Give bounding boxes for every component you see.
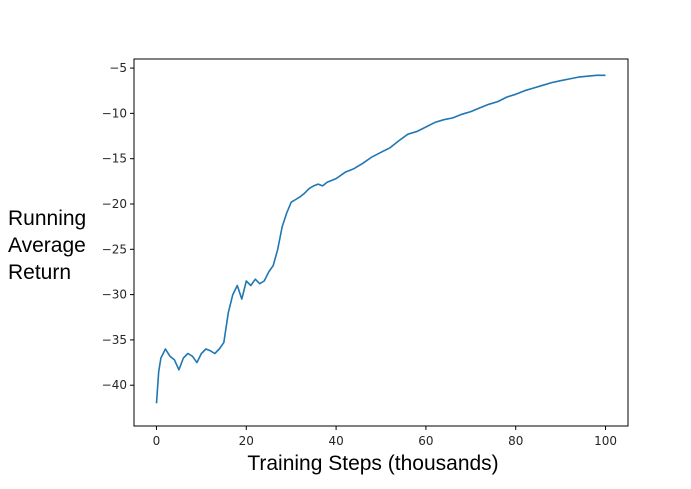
x-axis-title: Training Steps (thousands)	[247, 452, 498, 475]
y-axis-title-line-3: Return	[8, 261, 71, 284]
y-tick-label: −25	[102, 242, 127, 256]
y-tick-label: −40	[102, 378, 127, 392]
x-axis: 0 20 40 60 80 100	[153, 426, 617, 448]
x-tick-label: 0	[153, 434, 161, 448]
y-tick-label: −5	[109, 61, 127, 75]
y-axis-title-line-1: Running	[8, 207, 86, 230]
x-tick-label: 40	[328, 434, 343, 448]
x-tick-label: 100	[594, 434, 617, 448]
series-line	[155, 74, 606, 404]
x-tick-label: 60	[418, 434, 433, 448]
x-tick-label: 80	[508, 434, 523, 448]
y-axis-title-line-2: Average	[8, 234, 86, 257]
plot-area	[133, 58, 629, 427]
y-axis: −40 −35 −30 −25 −20 −15 −10 −5	[102, 61, 134, 392]
y-tick-label: −35	[102, 333, 127, 347]
y-tick-label: −30	[102, 288, 127, 302]
y-tick-label: −20	[102, 197, 127, 211]
y-tick-label: −15	[102, 152, 127, 166]
x-tick-label: 20	[239, 434, 254, 448]
y-tick-label: −10	[102, 106, 127, 120]
